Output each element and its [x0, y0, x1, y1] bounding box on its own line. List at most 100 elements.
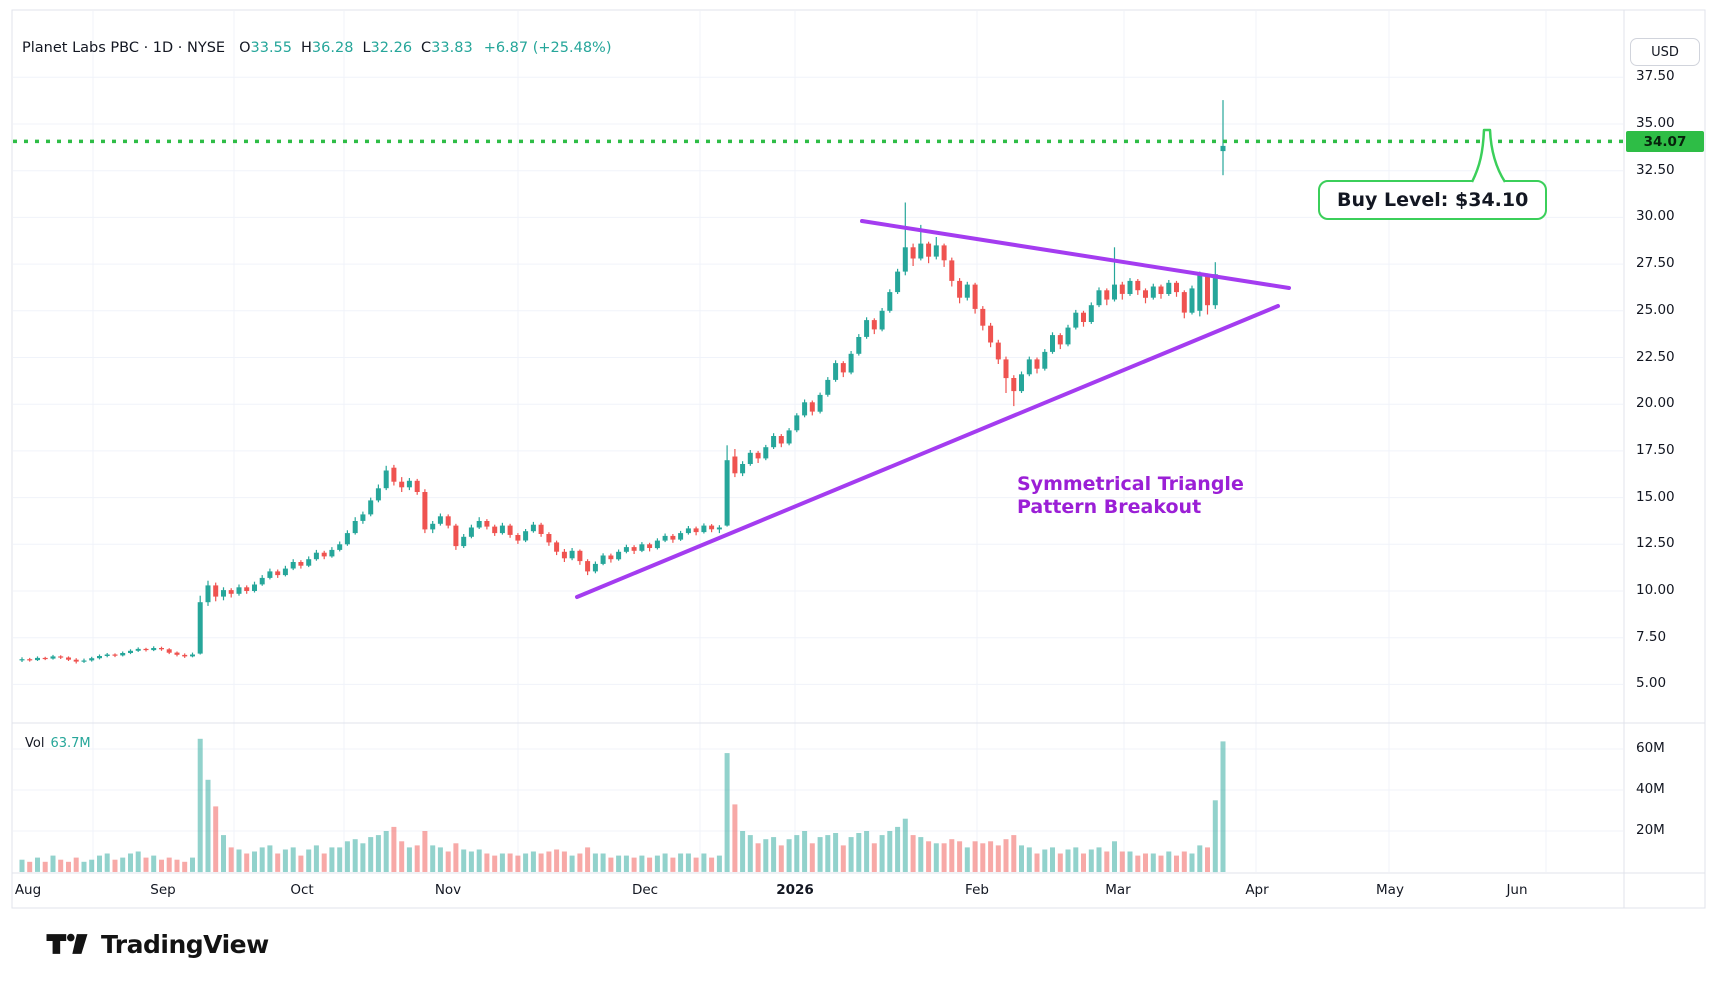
candle-body [771, 436, 777, 448]
volume-bar [530, 851, 536, 872]
candle-body [701, 525, 707, 533]
candle-body [1011, 378, 1017, 392]
volume-bar [422, 831, 428, 872]
volume-value: 63.7M [50, 736, 91, 751]
volume-bar [135, 851, 141, 872]
candle-body [995, 342, 1001, 360]
candle-body [1205, 274, 1210, 306]
volume-bar [1127, 851, 1133, 872]
volume-bar [1166, 851, 1172, 872]
candle-body [902, 247, 908, 272]
price-tick-label: 22.50 [1636, 348, 1675, 365]
volume-bar [414, 845, 420, 872]
candle-body [561, 551, 567, 559]
candle-body [1158, 286, 1164, 294]
ohlc-open: O33.55 [239, 40, 293, 56]
candle-body [391, 467, 397, 482]
candle-body [639, 544, 645, 551]
volume-bar [778, 845, 784, 872]
volume-bar [895, 826, 901, 872]
ohlc-low: L32.26 [362, 40, 413, 56]
volume-bar [476, 849, 482, 872]
volume-bar [840, 845, 846, 872]
candle-body [174, 652, 180, 655]
volume-bar [1050, 847, 1055, 872]
ohlc-close: C33.83 [421, 40, 473, 56]
volume-bar [608, 857, 614, 872]
volume-bar [159, 859, 164, 872]
volume-bar [732, 804, 738, 872]
volume-bar [484, 853, 490, 872]
candle-body [662, 535, 668, 541]
volume-bar [623, 855, 629, 872]
volume-bar [577, 853, 583, 872]
volume-bar [1212, 800, 1218, 873]
candle-body [275, 571, 281, 576]
volume-bar [151, 855, 157, 872]
volume-bar [670, 857, 676, 872]
candle-body [259, 577, 265, 585]
candle-body [685, 528, 691, 534]
volume-bar [709, 857, 715, 872]
candle-body [42, 657, 48, 660]
candle-body [623, 547, 629, 552]
time-tick-label: Sep [150, 882, 176, 898]
volume-bar [453, 843, 459, 872]
volume-bar [639, 855, 645, 872]
volume-bar [329, 847, 335, 872]
volume-bar [724, 753, 730, 872]
candle-body [399, 481, 405, 488]
volume-bar [120, 857, 126, 872]
candle-body [554, 542, 560, 552]
volume-tick-label: 40M [1636, 781, 1665, 797]
candle-body [329, 549, 335, 557]
candle-body [840, 363, 846, 373]
currency-toggle-button[interactable]: USD [1630, 38, 1700, 66]
volume-bar [802, 831, 808, 872]
volume-bar [66, 861, 71, 873]
candle-body [27, 659, 33, 661]
candle-body [166, 649, 172, 653]
triangle-lower-trendline[interactable] [575, 304, 1280, 599]
price-tick-label: 35.00 [1636, 115, 1675, 131]
candle-body [1081, 312, 1086, 322]
volume-bar [406, 847, 412, 872]
volume-bar [864, 831, 870, 872]
candle-body [732, 456, 738, 474]
buy-level-callout[interactable]: Buy Level: $34.10 [1318, 180, 1548, 220]
volume-bar [81, 861, 87, 873]
candle-body [89, 658, 95, 661]
volume-bar [174, 859, 180, 872]
candle-body [213, 585, 219, 597]
volume-bar [995, 845, 1001, 872]
candle-body [337, 544, 343, 550]
triangle-upper-trendline[interactable] [860, 219, 1291, 290]
candle-body [895, 271, 901, 293]
volume-bar [523, 853, 529, 872]
candle-body [1019, 374, 1024, 392]
tradingview-logo[interactable]: TradingView [45, 928, 269, 960]
candle-body [66, 657, 71, 660]
volume-bar [933, 843, 939, 872]
candle-body [492, 526, 498, 534]
volume-bar [97, 855, 102, 872]
candle-body [375, 488, 381, 501]
volume-bar [1220, 741, 1226, 872]
time-tick-label: Oct [290, 882, 314, 898]
volume-bar [205, 779, 211, 872]
volume-bar [600, 853, 606, 872]
pattern-annotation-line2: Pattern Breakout [1017, 496, 1202, 518]
volume-bar [809, 843, 815, 872]
volume-bar [871, 843, 877, 872]
volume-bar [337, 847, 343, 872]
volume-bar [1019, 845, 1024, 872]
volume-bar [221, 835, 226, 872]
time-tick-label: Mar [1105, 882, 1131, 898]
volume-bar [1189, 853, 1195, 872]
candle-body [414, 480, 420, 492]
candle-body [58, 656, 64, 658]
candle-body [128, 650, 133, 653]
candle-body [1135, 280, 1141, 291]
pattern-annotation[interactable]: Symmetrical Triangle Pattern Breakout [1017, 473, 1244, 519]
